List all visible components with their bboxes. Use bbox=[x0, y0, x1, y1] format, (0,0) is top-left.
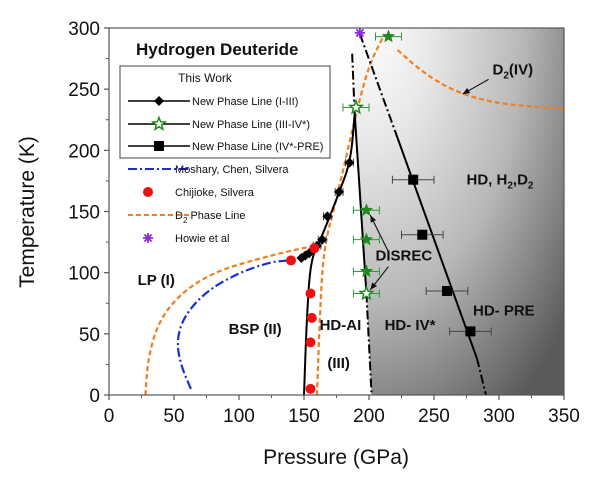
legend-label: New Phase Line (III-IV*) bbox=[192, 119, 310, 131]
arrow-head bbox=[370, 282, 377, 290]
moshary-line bbox=[176, 259, 292, 390]
annotation-d2-iv: D2(IV) bbox=[493, 61, 534, 81]
legend-entry-iii_iv: New Phase Line (III-IV*) bbox=[128, 115, 310, 131]
marker-iii-iv-5 bbox=[358, 284, 375, 301]
marker-howie-0 bbox=[354, 27, 365, 38]
disrec-arrow-0 bbox=[369, 214, 389, 253]
shaded-region bbox=[354, 28, 564, 395]
tick-labels: 0 50 100 150 200 250 300 350 0 50 100 150 200 250 300 bbox=[68, 19, 580, 427]
region-label-1: BSP (II) bbox=[229, 321, 282, 338]
region-label-3: (III) bbox=[327, 355, 350, 372]
marker-i-iii-7 bbox=[344, 157, 355, 168]
phase-line-iv-pre-bottom-extension bbox=[475, 358, 487, 396]
marker-iii-iv-2 bbox=[359, 203, 374, 217]
y-tick-label: 300 bbox=[68, 19, 100, 40]
legend-entry-howie: Howie et al bbox=[143, 233, 229, 245]
legend-label-sub: 2 bbox=[183, 216, 188, 225]
x-tick-label: 50 bbox=[163, 406, 184, 427]
legend-entry-i_iii: New Phase Line (I-III) bbox=[128, 96, 298, 108]
marker-iii-iv-0 bbox=[381, 29, 396, 43]
legend-label: New Phase Line (I-III) bbox=[192, 96, 298, 108]
arrow-head bbox=[370, 215, 377, 223]
region-label-6: DISREC bbox=[376, 247, 433, 264]
marker-iii-iv-4 bbox=[359, 264, 374, 278]
d2-phase-line-2 bbox=[396, 49, 565, 110]
axes bbox=[104, 27, 565, 400]
d2-phase-line-0 bbox=[144, 244, 315, 396]
marker-iv-pre-3 bbox=[465, 326, 476, 337]
legend-entry-chijioke: Chijioke, Silvera bbox=[143, 187, 255, 199]
marker-i-iii-6 bbox=[334, 186, 345, 197]
region-label-4: HD- IV* bbox=[385, 317, 436, 334]
y-tick-label: 0 bbox=[89, 386, 100, 407]
marker-chijioke-4 bbox=[305, 337, 316, 348]
legend-label: Chijioke, Silvera bbox=[175, 187, 255, 199]
legend-label: New Phase Line (IV*-PRE) bbox=[192, 141, 323, 153]
chart-title: Hydrogen Deuteride bbox=[136, 40, 298, 59]
y-axis-title: Temperature (K) bbox=[16, 136, 39, 288]
annotation-hd-h2d2: HD, H2,D2 bbox=[467, 172, 534, 192]
x-tick-label: 150 bbox=[288, 406, 320, 427]
legend-marker bbox=[150, 115, 168, 131]
x-tick-label: 350 bbox=[548, 406, 580, 427]
x-tick-label: 300 bbox=[483, 406, 515, 427]
x-axis-title: Pressure (GPa) bbox=[263, 446, 409, 469]
legend-entry-iv_pre: New Phase Line (IV*-PRE) bbox=[128, 141, 323, 153]
marker-iv-pre-0 bbox=[408, 174, 419, 185]
legend-label: Moshary, Chen, Silvera bbox=[175, 164, 289, 176]
legend-header: This Work bbox=[178, 71, 233, 85]
x-tick-label: 100 bbox=[223, 406, 255, 427]
phase-line-iv-pre-top-extension bbox=[358, 33, 399, 139]
disrec-arrow-1 bbox=[369, 266, 389, 291]
legend-label-main: D bbox=[175, 210, 183, 222]
marker-chijioke-5 bbox=[305, 383, 316, 394]
region-labels: LP (I) BSP (II) HD-AI (III) HD- IV* HD- PRE DI… bbox=[138, 247, 535, 372]
marker-iv-pre-1 bbox=[417, 229, 428, 240]
asterisk-stroke bbox=[143, 233, 153, 243]
legend-entry-d2: D2 Phase Line bbox=[128, 210, 246, 225]
y-tick-label: 200 bbox=[68, 141, 100, 162]
x-tick-label: 0 bbox=[104, 406, 115, 427]
marker-chijioke-0 bbox=[286, 255, 296, 266]
region-label-2: HD-AI bbox=[320, 317, 362, 334]
legend-marker bbox=[154, 96, 164, 106]
y-tick-label: 50 bbox=[79, 325, 100, 346]
asterisk-stroke bbox=[355, 28, 365, 38]
marker-iii-iv-1 bbox=[347, 98, 365, 115]
data-markers bbox=[286, 27, 476, 394]
region-label-5: HD- PRE bbox=[473, 302, 535, 319]
region-label-0: LP (I) bbox=[138, 272, 175, 289]
marker-chijioke-3 bbox=[306, 312, 317, 323]
marker-i-iii-4 bbox=[317, 234, 328, 245]
marker-iii-iv-3 bbox=[359, 232, 374, 246]
legend-marker bbox=[143, 187, 153, 197]
legend-label: D2 Phase Line bbox=[175, 210, 246, 225]
shaded-region-hd bbox=[354, 28, 564, 395]
x-tick-label: 250 bbox=[418, 406, 450, 427]
marker-chijioke-2 bbox=[305, 288, 316, 299]
legend: This Work New Phase Line (I-III) New Phas… bbox=[119, 65, 331, 245]
y-tick-label: 250 bbox=[68, 80, 100, 101]
x-tick-label: 200 bbox=[353, 406, 385, 427]
legend-label: Howie et al bbox=[175, 233, 229, 245]
d2iv-arrow bbox=[462, 78, 489, 95]
legend-label-rest: Phase Line bbox=[187, 210, 245, 222]
legend-marker bbox=[154, 141, 164, 151]
annotations: HD, H2,D2 D2(IV) bbox=[369, 61, 534, 291]
y-tick-label: 100 bbox=[68, 264, 100, 285]
marker-chijioke-1 bbox=[309, 243, 320, 254]
legend-marker bbox=[143, 233, 153, 243]
marker-iv-pre-2 bbox=[442, 286, 452, 297]
arrow-head bbox=[462, 88, 471, 95]
y-tick-label: 150 bbox=[68, 203, 100, 224]
phase-line-i-iii-extension bbox=[351, 52, 356, 114]
legend-entry-moshary: Moshary, Chen, Silvera bbox=[128, 164, 289, 176]
phase-line-iii-iv bbox=[353, 113, 368, 294]
marker-i-iii-5 bbox=[322, 211, 333, 222]
